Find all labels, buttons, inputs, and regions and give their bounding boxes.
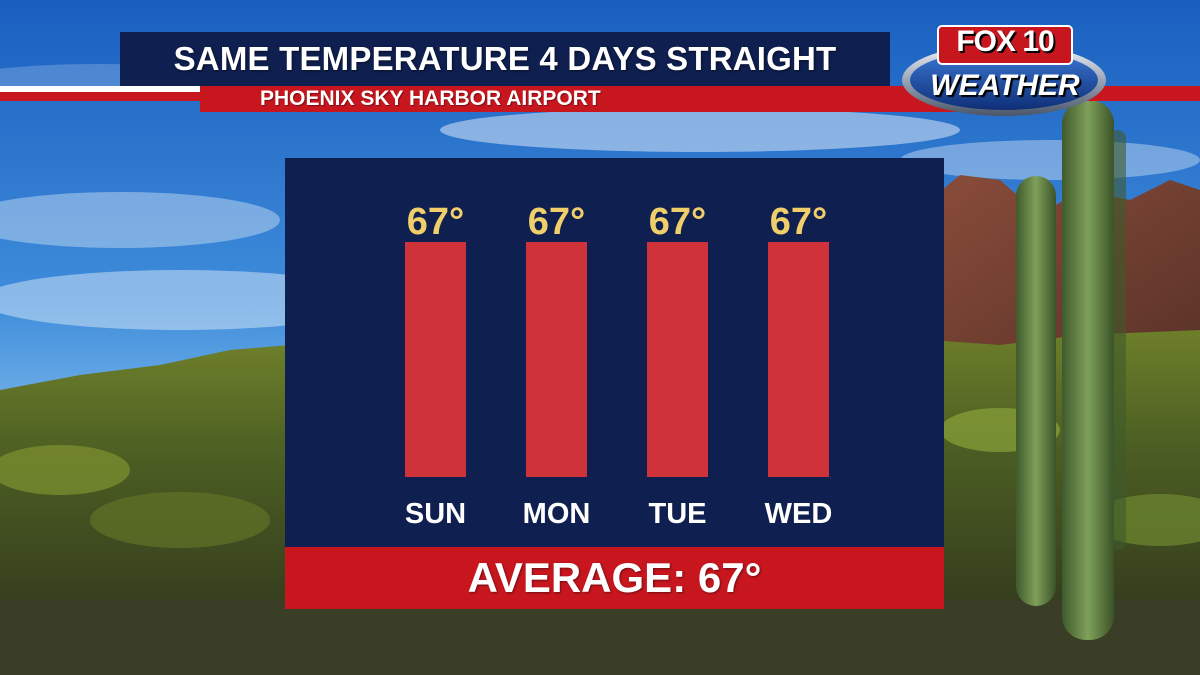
title-banner: SAME TEMPERATURE 4 DAYS STRAIGHT <box>120 32 890 86</box>
value-label-tue: 67° <box>649 201 706 243</box>
value-label-sun: 67° <box>407 201 464 243</box>
logo-fox10-text: FOX 10 <box>956 25 1054 58</box>
value-label-mon: 67° <box>528 201 585 243</box>
average-banner: AVERAGE: 67° <box>285 547 944 609</box>
logo-weather-text: WEATHER <box>930 69 1080 102</box>
category-label-wed: WED <box>765 498 833 530</box>
value-label-wed: 67° <box>770 201 827 243</box>
fox10-weather-logo: FOX 10 WEATHER <box>900 22 1108 118</box>
chart-panel <box>285 158 944 547</box>
category-label-tue: TUE <box>649 498 707 530</box>
category-label-sun: SUN <box>405 498 466 530</box>
subtitle-banner: PHOENIX SKY HARBOR AIRPORT <box>200 86 980 112</box>
logo-badge-icon <box>902 25 1106 116</box>
bar-wed <box>768 242 829 477</box>
bar-tue <box>647 242 708 477</box>
bar-sun <box>405 242 466 477</box>
page-subtitle: PHOENIX SKY HARBOR AIRPORT <box>260 87 601 110</box>
average-label: AVERAGE: 67° <box>467 554 762 601</box>
page-title: SAME TEMPERATURE 4 DAYS STRAIGHT <box>173 40 837 77</box>
category-label-mon: MON <box>523 498 591 530</box>
temperature-bar-chart: 67° SUN 67° MON 67° TUE 67° WED <box>405 201 833 530</box>
bar-mon <box>526 242 587 477</box>
